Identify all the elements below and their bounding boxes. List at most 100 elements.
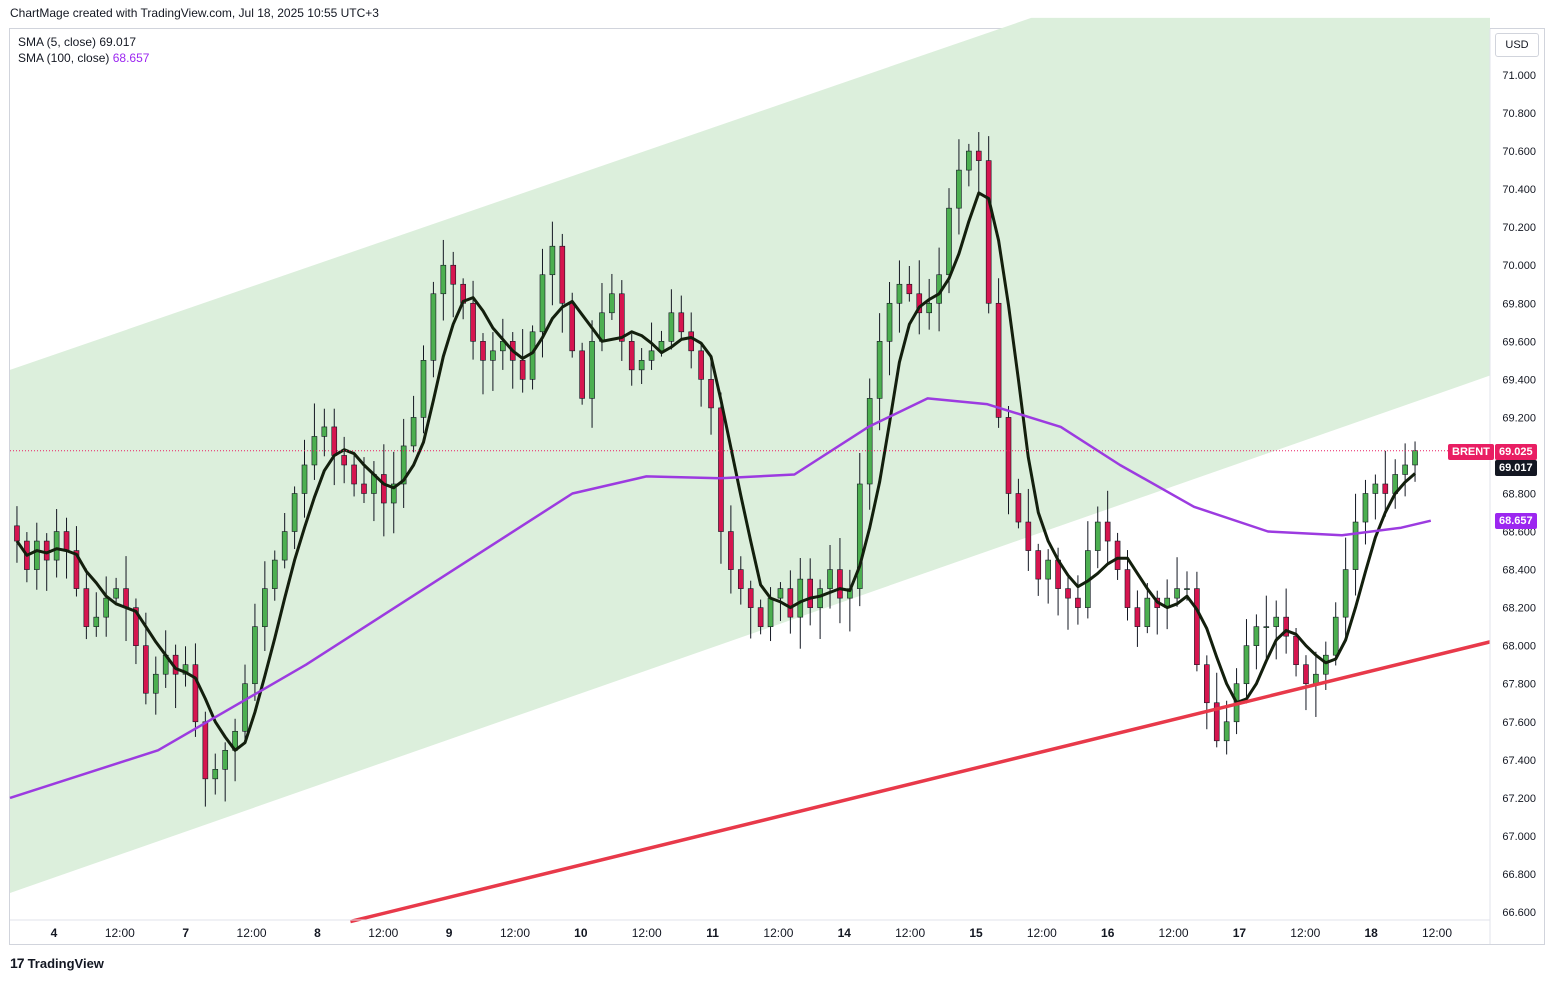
candle: [1035, 543, 1042, 596]
currency-selector[interactable]: USD: [1495, 33, 1539, 57]
candle-body: [113, 588, 119, 599]
candle: [321, 408, 328, 457]
candle-body: [103, 597, 109, 618]
candle-body: [222, 750, 228, 770]
candle-body: [1293, 635, 1299, 666]
candle: [182, 646, 189, 687]
candle: [1094, 506, 1101, 569]
candle: [1303, 655, 1309, 711]
indicator-legend[interactable]: SMA (5, close) 69.017 SMA (100, close) 6…: [18, 34, 149, 66]
candle: [1273, 600, 1280, 660]
candle: [1204, 655, 1210, 730]
sma100-value: 68.657: [112, 51, 150, 65]
candle-body: [519, 360, 526, 380]
tradingview-logo-icon: 17: [10, 955, 25, 971]
candle: [410, 395, 417, 453]
candle-body: [1332, 616, 1339, 656]
candle-body: [450, 264, 457, 285]
last-price-tag: 69.025: [1495, 444, 1537, 460]
candle: [301, 439, 308, 518]
candle: [341, 436, 347, 484]
candle-body: [1273, 616, 1280, 627]
candle-body: [33, 540, 40, 570]
candle-body: [866, 398, 873, 485]
time-tick-label: 16: [1101, 926, 1115, 940]
tradingview-brand[interactable]: 17 TradingView: [10, 955, 104, 971]
candle-body: [321, 426, 328, 437]
candle-body: [648, 350, 655, 361]
candle-body: [410, 417, 417, 447]
candle-body: [480, 341, 486, 361]
candle-body: [341, 455, 347, 466]
candle: [1223, 700, 1230, 755]
candle: [827, 544, 833, 609]
candle-body: [400, 445, 407, 485]
candle-body: [470, 302, 476, 342]
candle: [1144, 582, 1151, 634]
candle-body: [1104, 521, 1111, 542]
sma100-legend-row[interactable]: SMA (100, close) 68.657: [18, 50, 149, 66]
symbol-tag: BRENT: [1448, 444, 1494, 460]
candle-body: [1204, 664, 1210, 704]
candle: [1164, 579, 1170, 630]
candle: [1263, 595, 1270, 660]
price-tick-label: 67.800: [1502, 679, 1536, 691]
candle: [1015, 478, 1022, 529]
time-tick-label: 12:00: [237, 926, 267, 940]
candle: [1104, 490, 1111, 563]
candle: [579, 342, 585, 405]
candle: [1194, 571, 1200, 672]
candle: [698, 344, 704, 407]
sma5-label: SMA (5, close): [18, 35, 97, 49]
time-tick-label: 12:00: [105, 926, 135, 940]
candle-body: [995, 302, 1002, 418]
price-tick-label: 71.000: [1502, 70, 1536, 82]
time-tick-label: 12:00: [763, 926, 793, 940]
time-tick-label: 15: [969, 926, 983, 940]
candle: [400, 418, 407, 508]
candle: [53, 509, 60, 578]
sma100-price-tag: 68.657: [1495, 513, 1537, 529]
candle-body: [53, 531, 60, 561]
candle: [856, 453, 863, 607]
candle-body: [1184, 588, 1190, 590]
candle-body: [73, 550, 80, 589]
candle: [1392, 459, 1399, 509]
candle: [737, 556, 744, 605]
candle-body: [718, 407, 724, 532]
candle: [1134, 590, 1141, 647]
candle: [73, 526, 80, 597]
candle-body: [638, 360, 645, 371]
time-tick-label: 12:00: [895, 926, 925, 940]
candle: [609, 273, 615, 320]
candle-body: [390, 483, 397, 504]
candle-body: [1362, 493, 1369, 523]
candle: [271, 550, 278, 601]
sma5-legend-row[interactable]: SMA (5, close) 69.017: [18, 34, 149, 50]
candle: [757, 599, 764, 635]
price-tick-label: 69.400: [1502, 374, 1536, 386]
time-tick-label: 9: [446, 926, 453, 940]
candle: [995, 278, 1002, 428]
candle-body: [252, 626, 258, 685]
candle: [787, 570, 794, 634]
candle: [619, 280, 625, 361]
candle-body: [1243, 645, 1250, 685]
candle: [450, 251, 457, 318]
candle: [93, 592, 100, 637]
candle: [252, 603, 258, 701]
candle-body: [381, 474, 387, 504]
candle: [926, 278, 932, 330]
candle-body: [1223, 721, 1230, 742]
candle-body: [966, 150, 972, 171]
candle-body: [757, 607, 764, 627]
candle-body: [143, 645, 149, 694]
candle-body: [1075, 597, 1081, 608]
candle: [896, 260, 903, 333]
candle-body: [192, 664, 199, 723]
candle: [133, 598, 139, 665]
candle: [480, 333, 486, 395]
candle: [1402, 443, 1408, 497]
candle: [351, 451, 357, 497]
